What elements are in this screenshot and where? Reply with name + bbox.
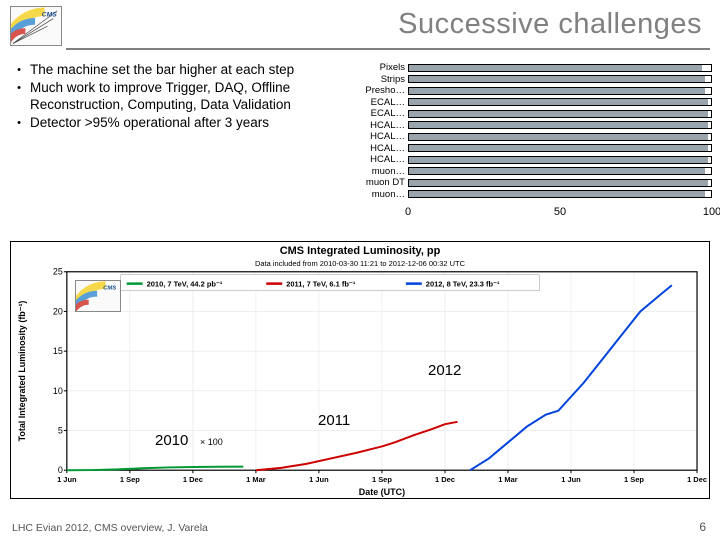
svg-text:1 Sep: 1 Sep xyxy=(120,475,140,484)
svg-text:1 Mar: 1 Mar xyxy=(246,475,266,484)
label-2010: 2010 xyxy=(155,432,188,449)
bar-row: Pixels xyxy=(348,62,712,74)
svg-text:Total Integrated Luminosity (f: Total Integrated Luminosity (fb⁻¹) xyxy=(17,301,27,442)
bullet-item: •Detector >95% operational after 3 years xyxy=(8,115,348,132)
svg-text:1 Dec: 1 Dec xyxy=(183,475,203,484)
cms-logo: CMS xyxy=(10,6,62,46)
detector-bar-chart: PixelsStripsPresho…ECAL…ECAL…HCAL…HCAL…H… xyxy=(348,62,712,237)
bullet-item: •Much work to improve Trigger, DAQ, Offl… xyxy=(8,80,348,114)
bar-row: HCAL… xyxy=(348,143,712,155)
bar-row: ECAL… xyxy=(348,97,712,109)
svg-text:20: 20 xyxy=(53,306,63,316)
svg-text:5: 5 xyxy=(58,426,63,436)
svg-text:1 Dec: 1 Dec xyxy=(435,475,455,484)
svg-text:1 Sep: 1 Sep xyxy=(624,475,644,484)
bar-row: HCAL… xyxy=(348,154,712,166)
page-number: 6 xyxy=(699,520,706,534)
svg-text:1 Jun: 1 Jun xyxy=(57,475,77,484)
svg-text:2012, 8 TeV, 23.3 fb⁻¹: 2012, 8 TeV, 23.3 fb⁻¹ xyxy=(426,280,500,289)
label-2011: 2011 xyxy=(318,412,350,429)
svg-text:25: 25 xyxy=(53,267,63,277)
svg-text:Date (UTC): Date (UTC) xyxy=(359,487,405,497)
bar-row: Presho… xyxy=(348,85,712,97)
svg-text:2011, 7 TeV, 6.1 fb⁻¹: 2011, 7 TeV, 6.1 fb⁻¹ xyxy=(286,280,356,289)
svg-text:CMS Integrated Luminosity, pp: CMS Integrated Luminosity, pp xyxy=(280,245,441,257)
footer-text: LHC Evian 2012, CMS overview, J. Varela xyxy=(12,522,208,534)
svg-text:1 Sep: 1 Sep xyxy=(372,475,392,484)
bar-row: HCAL… xyxy=(348,131,712,143)
bar-row: muon… xyxy=(348,166,712,178)
bar-row: muon… xyxy=(348,189,712,201)
svg-text:0: 0 xyxy=(58,465,63,475)
svg-text:1 Mar: 1 Mar xyxy=(498,475,518,484)
svg-text:1 Jun: 1 Jun xyxy=(309,475,329,484)
svg-text:1 Dec: 1 Dec xyxy=(687,475,707,484)
label-x100: × 100 xyxy=(200,437,223,447)
svg-text:1 Jun: 1 Jun xyxy=(561,475,581,484)
svg-text:CMS: CMS xyxy=(103,285,116,291)
slide-title: Successive challenges xyxy=(62,6,710,41)
bullet-list: •The machine set the bar higher at each … xyxy=(8,62,348,237)
svg-text:15: 15 xyxy=(53,346,63,356)
label-2012: 2012 xyxy=(428,362,461,379)
cms-logo-small: CMS xyxy=(75,280,121,312)
bar-row: HCAL… xyxy=(348,120,712,132)
svg-text:CMS: CMS xyxy=(42,12,57,19)
bar-row: muon DT xyxy=(348,177,712,189)
svg-text:10: 10 xyxy=(53,386,63,396)
bar-row: Strips xyxy=(348,74,712,86)
svg-text:Data included from 2010-03-30: Data included from 2010-03-30 11:21 to 2… xyxy=(255,259,466,268)
svg-text:2010, 7 TeV, 44.2 pb⁻¹: 2010, 7 TeV, 44.2 pb⁻¹ xyxy=(147,280,223,289)
bar-row: ECAL… xyxy=(348,108,712,120)
bullet-item: •The machine set the bar higher at each … xyxy=(8,62,348,79)
